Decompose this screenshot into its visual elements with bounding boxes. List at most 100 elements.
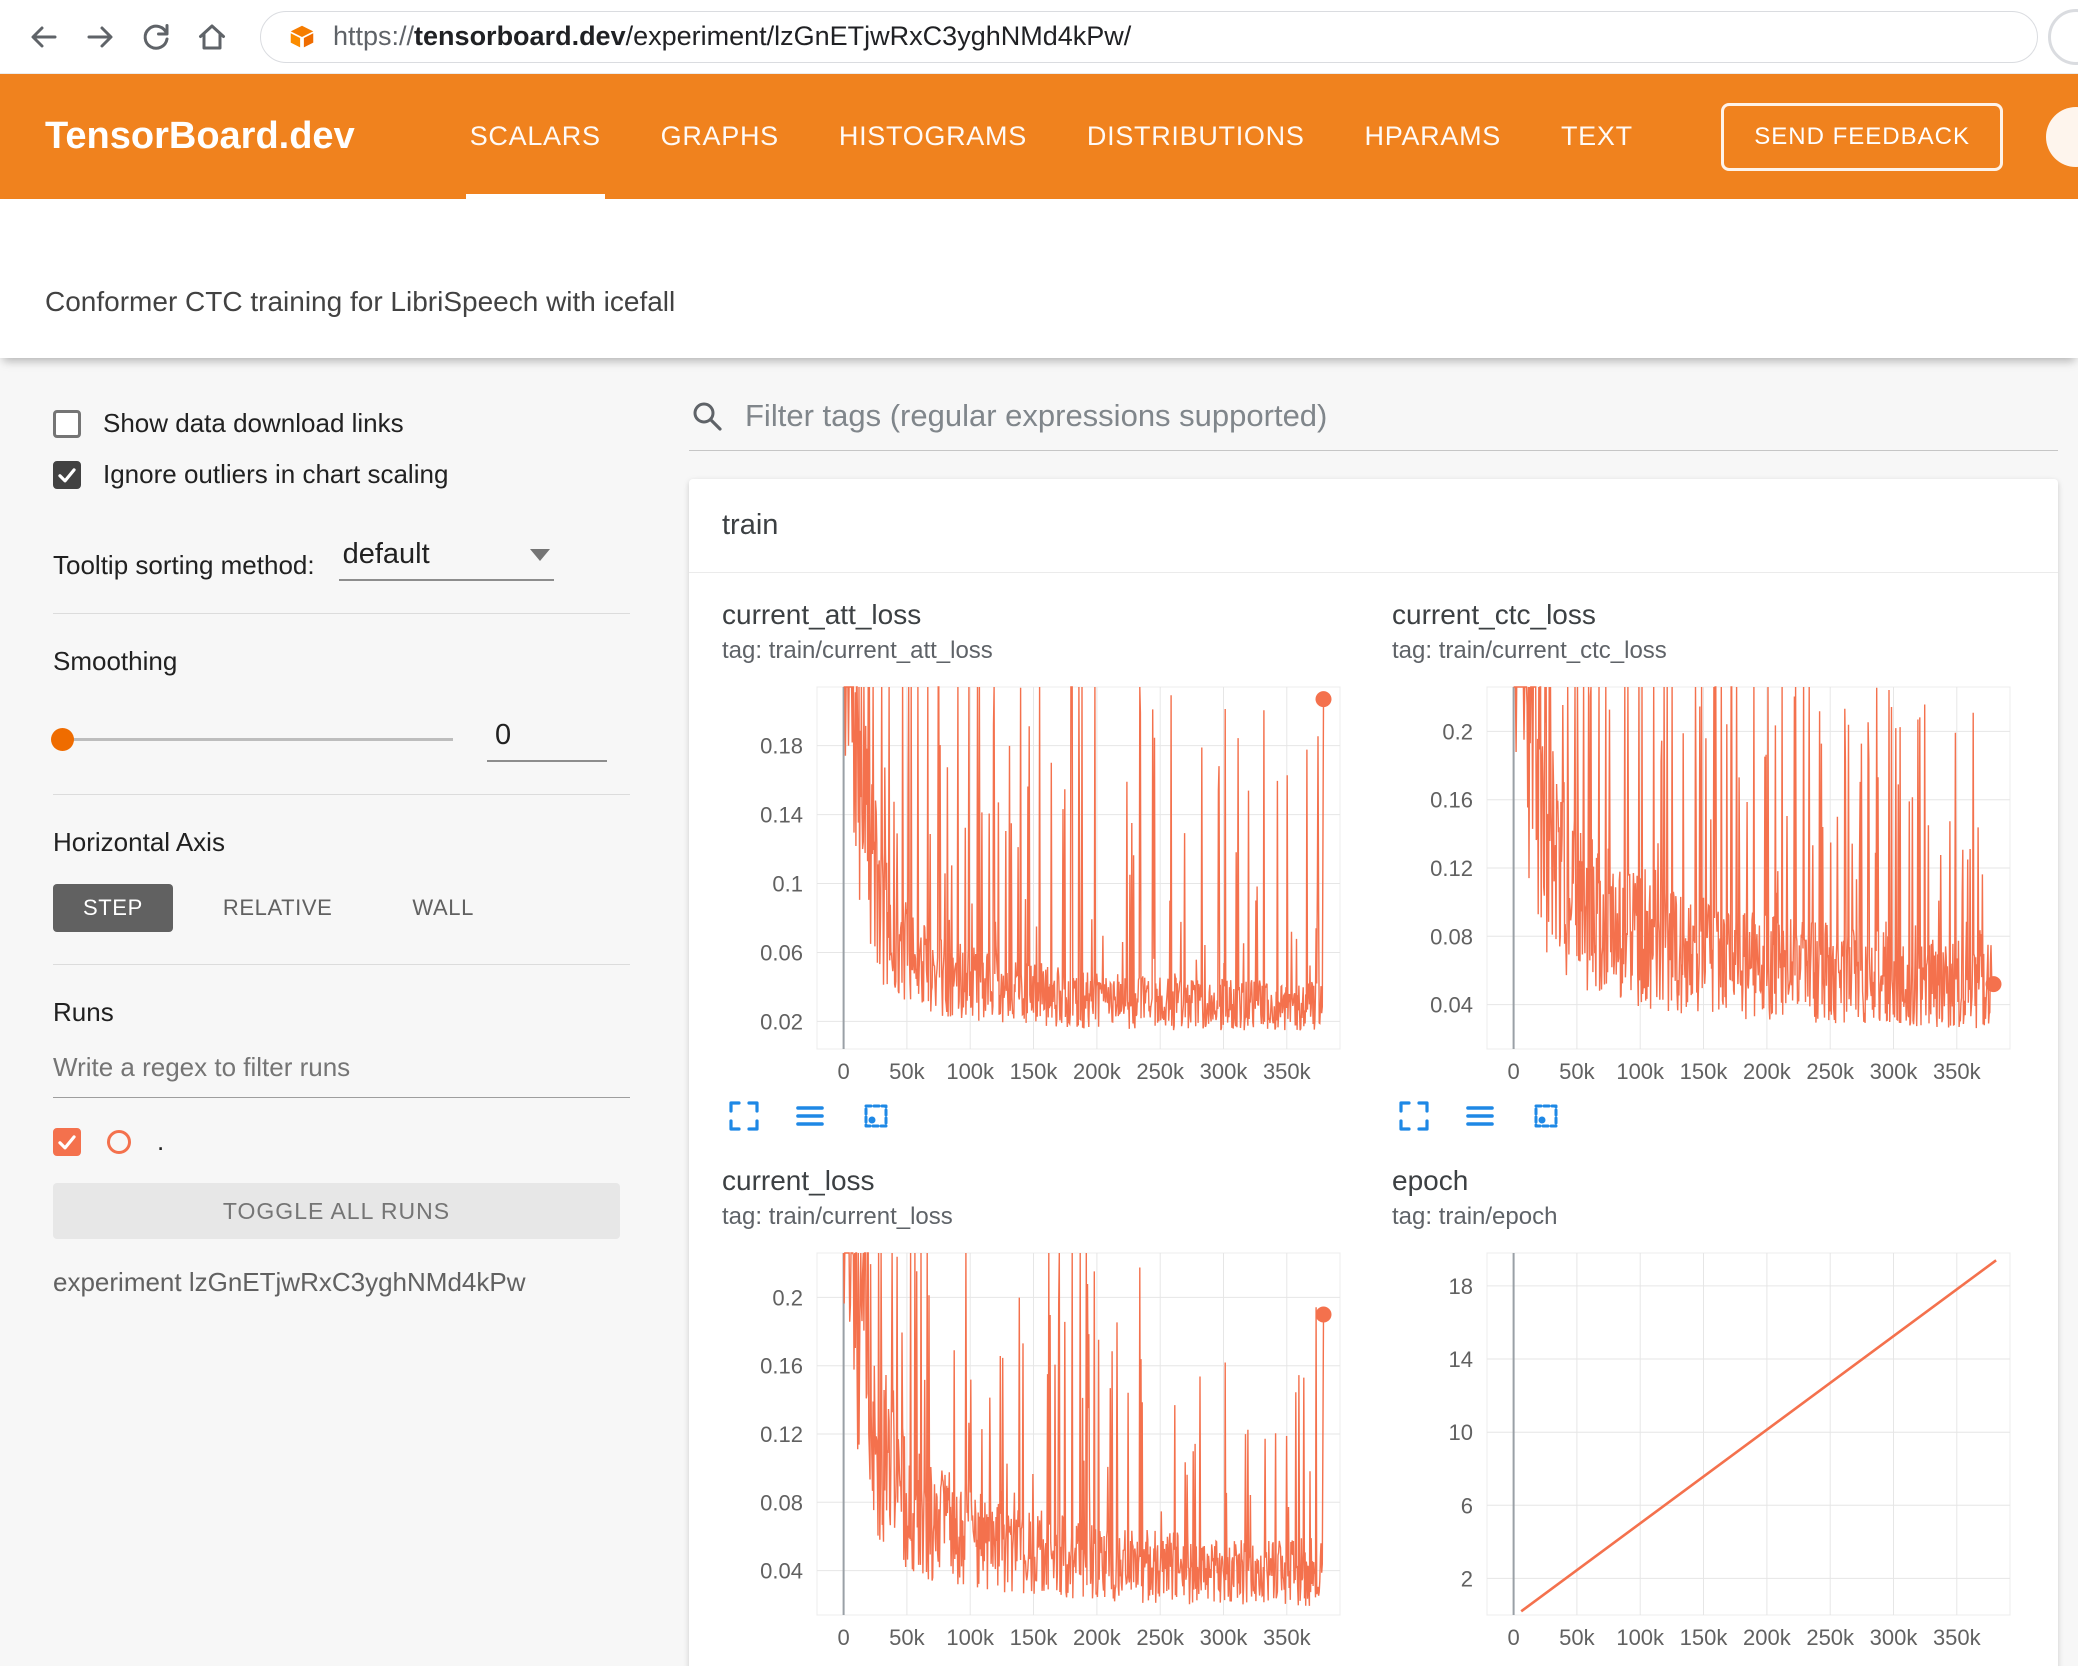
axis-wall-button[interactable]: WALL bbox=[382, 884, 504, 932]
chart-tag: tag: train/current_loss bbox=[722, 1203, 953, 1230]
app-title[interactable]: TensorBoard.dev bbox=[45, 115, 355, 157]
svg-text:300k: 300k bbox=[1200, 1625, 1249, 1650]
axis-step-button[interactable]: STEP bbox=[53, 884, 173, 932]
checkbox-label: Ignore outliers in chart scaling bbox=[103, 459, 449, 489]
smoothing-value-input[interactable]: 0 bbox=[487, 717, 607, 762]
tooltip-sorting-row: Tooltip sorting method: default bbox=[53, 538, 630, 581]
expand-chart-button[interactable] bbox=[1396, 1099, 1432, 1135]
svg-text:300k: 300k bbox=[1870, 1625, 1919, 1650]
divider bbox=[53, 964, 630, 965]
svg-text:0.12: 0.12 bbox=[760, 1422, 803, 1447]
browser-avatar[interactable] bbox=[2048, 9, 2078, 65]
expand-chart-button[interactable] bbox=[726, 1099, 762, 1135]
expand-icon bbox=[729, 1101, 759, 1131]
chart-plot[interactable]: 0.04 0.08 0.12 0.16 0.2 0 50k 100k 150k 200k 250k 3… bbox=[1392, 679, 2022, 1089]
check-icon bbox=[58, 467, 76, 482]
divider bbox=[53, 794, 630, 795]
svg-text:200k: 200k bbox=[1743, 1625, 1792, 1650]
svg-text:350k: 350k bbox=[1933, 1059, 1982, 1084]
tooltip-sorting-label: Tooltip sorting method: bbox=[53, 550, 315, 580]
svg-text:350k: 350k bbox=[1263, 1059, 1312, 1084]
smoothing-label: Smoothing bbox=[53, 646, 178, 676]
run-row[interactable]: . bbox=[53, 1126, 630, 1157]
tab-label: HPARAMS bbox=[1364, 121, 1501, 151]
dropdown-value: default bbox=[342, 538, 430, 570]
svg-text:200k: 200k bbox=[1073, 1059, 1122, 1084]
axis-options: STEP RELATIVE WALL bbox=[53, 884, 630, 932]
url-text: https://tensorboard.dev/experiment/lzGnE… bbox=[333, 21, 1132, 51]
fit-domain-button[interactable] bbox=[858, 1099, 894, 1135]
card-title[interactable]: train bbox=[689, 479, 2058, 573]
tag-filter-input[interactable] bbox=[745, 398, 2058, 434]
main-content: train current_att_loss tag: train/curren… bbox=[689, 358, 2078, 1666]
chart-plot[interactable]: 2 6 10 14 18 0 50k 100k 150k 200k 250k 300k 350k bbox=[1392, 1245, 2022, 1655]
svg-text:100k: 100k bbox=[946, 1059, 995, 1084]
svg-text:300k: 300k bbox=[1200, 1059, 1249, 1084]
fit-domain-icon bbox=[864, 1104, 888, 1128]
svg-text:0.16: 0.16 bbox=[760, 1354, 803, 1379]
url-bar[interactable]: https://tensorboard.dev/experiment/lzGnE… bbox=[260, 10, 2038, 63]
svg-text:150k: 150k bbox=[1680, 1059, 1729, 1084]
back-button[interactable] bbox=[20, 13, 68, 61]
checkbox-show-data-download-links[interactable]: Show data download links bbox=[53, 408, 630, 439]
smoothing-slider[interactable] bbox=[51, 727, 453, 752]
experiment-caption: experiment lzGnETjwRxC3yghNMd4kPw bbox=[53, 1267, 526, 1297]
svg-text:250k: 250k bbox=[1136, 1059, 1185, 1084]
svg-text:50k: 50k bbox=[889, 1625, 925, 1650]
tag-filter bbox=[689, 398, 2058, 451]
chart-tag: tag: train/epoch bbox=[1392, 1203, 1558, 1230]
runs-section: Runs . TOGGLE ALL RUNS experiment lzGnET… bbox=[53, 997, 630, 1298]
runs-filter-input[interactable] bbox=[53, 1034, 630, 1098]
chart-plot[interactable]: 0.04 0.08 0.12 0.16 0.2 0 50k 100k 150k 200k 250k 3… bbox=[722, 1245, 1352, 1655]
checkbox-box bbox=[53, 409, 81, 438]
svg-text:0.16: 0.16 bbox=[1430, 788, 1473, 813]
svg-text:0.1: 0.1 bbox=[772, 872, 803, 897]
tab-text[interactable]: TEXT bbox=[1531, 74, 1663, 199]
tab-scalars[interactable]: SCALARS bbox=[440, 74, 631, 199]
run-name: . bbox=[157, 1126, 165, 1156]
chart-current-ctc-loss: current_ctc_loss tag: train/current_ctc_… bbox=[1392, 599, 2022, 1135]
svg-text:50k: 50k bbox=[1559, 1625, 1595, 1650]
run-checkbox[interactable] bbox=[53, 1127, 81, 1156]
svg-text:0.14: 0.14 bbox=[760, 803, 803, 828]
axis-relative-button[interactable]: RELATIVE bbox=[193, 884, 363, 932]
tab-hparams[interactable]: HPARAMS bbox=[1335, 74, 1531, 199]
svg-text:0.18: 0.18 bbox=[760, 734, 803, 759]
svg-text:0: 0 bbox=[837, 1625, 849, 1650]
chart-current-loss: current_loss tag: train/current_loss 0.0… bbox=[722, 1165, 1352, 1666]
svg-text:0.04: 0.04 bbox=[1430, 993, 1473, 1018]
svg-text:50k: 50k bbox=[889, 1059, 925, 1084]
chart-toolbar bbox=[1392, 1099, 2022, 1135]
experiment-title: Conformer CTC training for LibriSpeech w… bbox=[45, 286, 676, 317]
svg-text:350k: 350k bbox=[1263, 1625, 1312, 1650]
tab-graphs[interactable]: GRAPHS bbox=[631, 74, 809, 199]
svg-text:300k: 300k bbox=[1870, 1059, 1919, 1084]
horizontal-axis-section: Horizontal Axis STEP RELATIVE WALL bbox=[53, 827, 630, 932]
tab-distributions[interactable]: DISTRIBUTIONS bbox=[1057, 74, 1335, 199]
forward-button[interactable] bbox=[76, 13, 124, 61]
send-feedback-button[interactable]: SEND FEEDBACK bbox=[1721, 102, 2003, 171]
full-size-button[interactable] bbox=[1462, 1099, 1498, 1135]
chart-tag: tag: train/current_att_loss bbox=[722, 637, 993, 664]
home-button[interactable] bbox=[188, 13, 236, 61]
tab-histograms[interactable]: HISTOGRAMS bbox=[809, 74, 1057, 199]
browser-chrome: https://tensorboard.dev/experiment/lzGnE… bbox=[0, 0, 2078, 74]
reload-button[interactable] bbox=[132, 13, 180, 61]
svg-text:0.2: 0.2 bbox=[772, 1285, 803, 1310]
full-size-button[interactable] bbox=[792, 1099, 828, 1135]
avatar[interactable] bbox=[2046, 107, 2078, 167]
chart-title: current_loss bbox=[722, 1165, 875, 1196]
fit-domain-button[interactable] bbox=[1528, 1099, 1564, 1135]
slider-thumb[interactable] bbox=[51, 727, 74, 751]
svg-text:2: 2 bbox=[1461, 1566, 1473, 1591]
checkbox-ignore-outliers-in-chart-scaling[interactable]: Ignore outliers in chart scaling bbox=[53, 459, 630, 490]
charts-grid: current_att_loss tag: train/current_att_… bbox=[689, 573, 2058, 1666]
svg-text:0.04: 0.04 bbox=[760, 1559, 803, 1584]
svg-text:0.12: 0.12 bbox=[1430, 856, 1473, 881]
slider-track bbox=[53, 737, 453, 741]
tooltip-sorting-dropdown[interactable]: default bbox=[338, 538, 554, 581]
chart-plot[interactable]: 0.02 0.06 0.1 0.14 0.18 0 50k 100k 150k 200k 250k 3… bbox=[722, 679, 1352, 1089]
toggle-all-runs-button[interactable]: TOGGLE ALL RUNS bbox=[53, 1183, 620, 1239]
chart-title: epoch bbox=[1392, 1165, 1469, 1196]
svg-text:200k: 200k bbox=[1073, 1625, 1122, 1650]
